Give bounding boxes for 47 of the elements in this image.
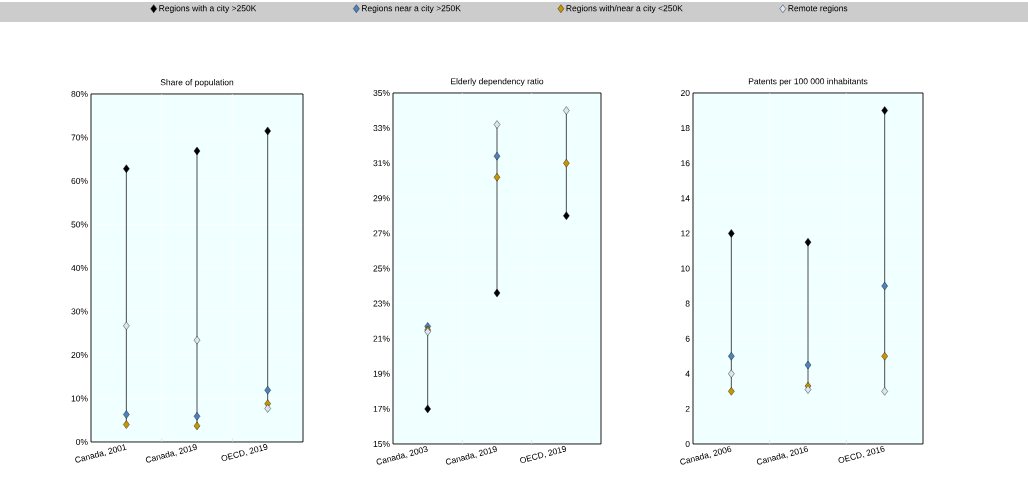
x-tick-label: OECD, 2016 <box>838 445 885 463</box>
y-tick-label: 29% <box>373 195 390 202</box>
legend-label: Remote regions <box>788 5 848 13</box>
chart-title: Elderly dependency ratio <box>451 78 544 86</box>
y-tick-label: 15% <box>373 441 390 447</box>
legend-label: Regions near a city >250K <box>362 5 461 13</box>
y-tick-label: 14 <box>681 195 690 202</box>
legend-label: Regions with a city >250K <box>159 5 257 13</box>
y-tick-label: 8 <box>685 300 690 307</box>
y-tick-label: 18 <box>681 125 690 132</box>
y-tick-label: 10 <box>681 265 690 272</box>
x-tick-label: OECD, 2019 <box>520 446 567 463</box>
x-tick-label: Canada, 2006 <box>680 446 732 465</box>
y-tick-label: 70% <box>71 134 88 141</box>
y-tick-label: 4 <box>685 370 690 377</box>
y-tick-label: 19% <box>373 370 390 377</box>
y-tick-label: 16 <box>681 160 690 167</box>
y-tick-label: 12 <box>681 230 690 237</box>
y-tick-label: 30% <box>71 308 88 315</box>
chart-title: Patents per 100 000 inhabitants <box>748 78 868 86</box>
y-tick-label: 27% <box>373 230 390 237</box>
y-tick-label: 33% <box>373 125 390 132</box>
y-tick-label: 50% <box>71 221 88 228</box>
legend-label: Regions with/near a city <250K <box>566 5 683 13</box>
x-tick-label: Canada, 2019 <box>445 446 497 465</box>
x-tick-label: Canada, 2019 <box>145 444 197 463</box>
y-tick-label: 23% <box>373 300 390 307</box>
y-tick-label: 2 <box>685 405 690 412</box>
y-tick-label: 20% <box>71 351 88 358</box>
y-tick-label: 31% <box>373 160 390 167</box>
y-tick-label: 60% <box>71 177 88 184</box>
y-tick-label: 10% <box>71 395 88 402</box>
y-tick-label: 6 <box>685 335 690 342</box>
y-tick-label: 21% <box>373 335 390 342</box>
y-tick-label: 0 <box>685 440 690 447</box>
y-tick-label: 40% <box>71 264 88 271</box>
y-tick-label: 17% <box>373 405 390 412</box>
y-tick-label: 20 <box>680 89 690 96</box>
y-tick-label: 25% <box>373 265 390 272</box>
x-tick-label: Canada, 2016 <box>756 446 808 465</box>
chart-title: Share of population <box>160 79 234 87</box>
y-tick-label: 35% <box>373 89 390 96</box>
x-tick-label: OECD, 2019 <box>221 444 268 461</box>
x-tick-label: Canada, 2003 <box>376 446 428 465</box>
x-tick-label: Canada, 2001 <box>75 444 127 463</box>
y-tick-label: 0% <box>76 438 88 445</box>
y-tick-label: 80% <box>71 90 88 97</box>
